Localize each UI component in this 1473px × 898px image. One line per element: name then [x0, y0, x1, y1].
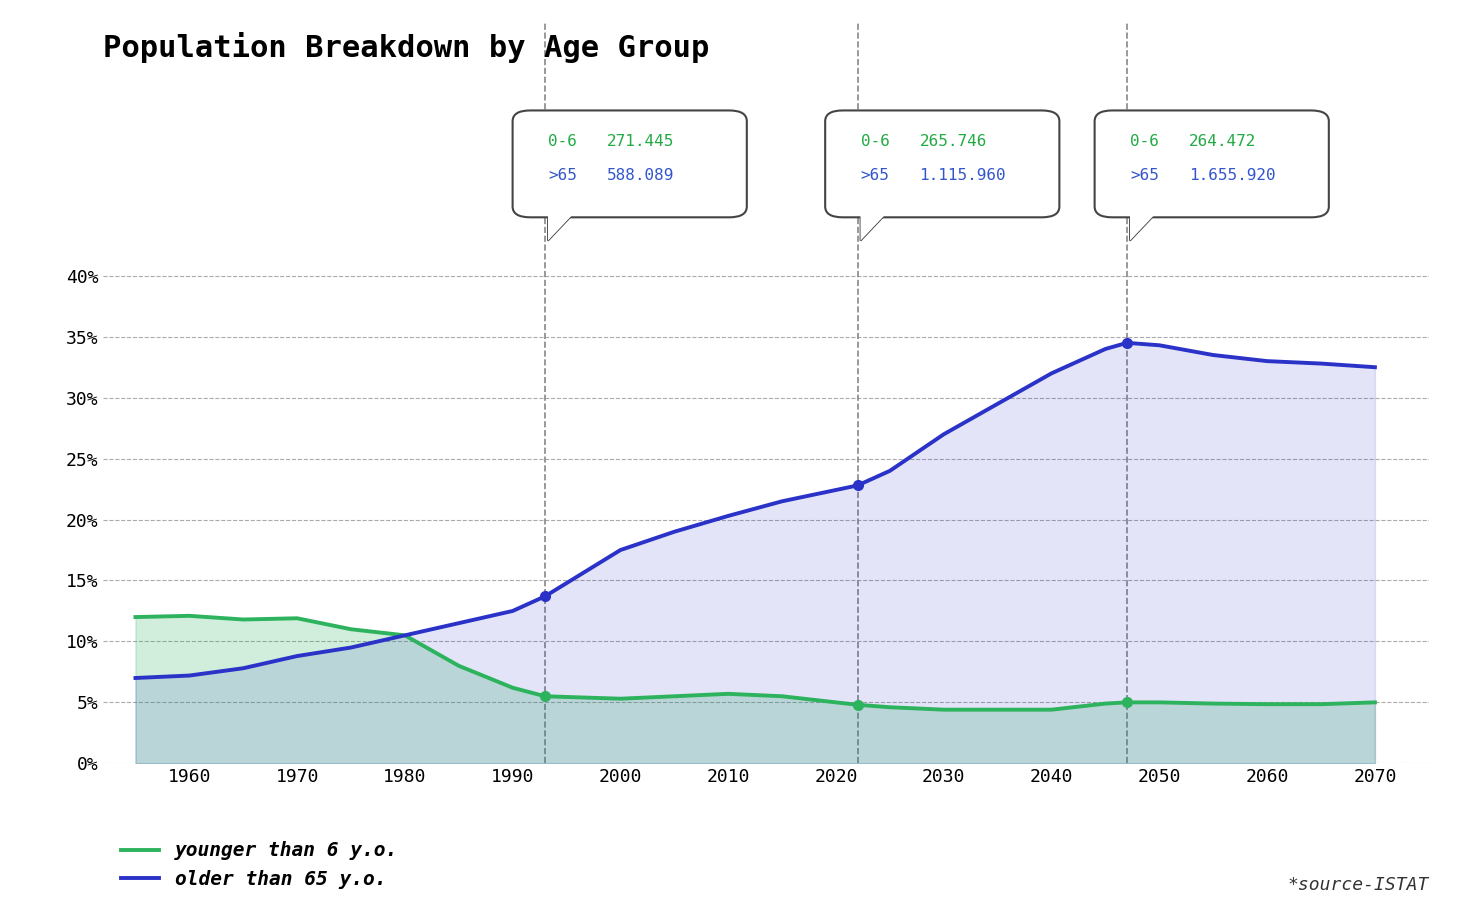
Text: 0-6: 0-6: [1130, 135, 1159, 149]
Text: Population Breakdown by Age Group: Population Breakdown by Age Group: [103, 31, 710, 63]
Text: 1.115.960: 1.115.960: [919, 168, 1006, 182]
Text: 1.655.920: 1.655.920: [1189, 168, 1276, 182]
Text: >65: >65: [1130, 168, 1159, 182]
Legend: younger than 6 y.o., older than 65 y.o.: younger than 6 y.o., older than 65 y.o.: [113, 833, 407, 897]
Text: 264.472: 264.472: [1189, 135, 1256, 149]
Text: >65: >65: [548, 168, 577, 182]
Text: 271.445: 271.445: [607, 135, 675, 149]
Text: *source-ISTAT: *source-ISTAT: [1287, 876, 1429, 894]
Text: 0-6: 0-6: [860, 135, 890, 149]
Text: 0-6: 0-6: [548, 135, 577, 149]
Text: 265.746: 265.746: [919, 135, 987, 149]
Text: >65: >65: [860, 168, 890, 182]
Text: 588.089: 588.089: [607, 168, 675, 182]
